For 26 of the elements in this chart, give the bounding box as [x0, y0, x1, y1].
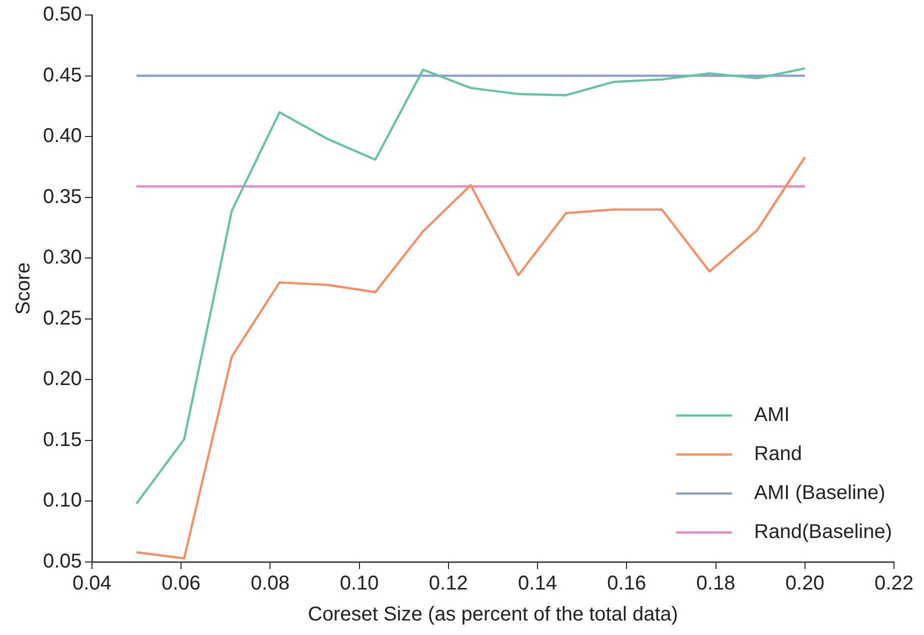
legend-label: AMI (Baseline) — [754, 482, 886, 504]
legend-label: Rand — [754, 443, 802, 466]
y-axis-title: Score — [12, 262, 35, 315]
legend-label: Rand(Baseline) — [754, 521, 892, 544]
x-tick-label: 0.04 — [72, 572, 112, 595]
y-tick-label: 0.30 — [42, 246, 82, 269]
x-tick-label: 0.08 — [250, 572, 290, 595]
x-tick-label: 0.14 — [518, 572, 557, 595]
x-tick-label: 0.12 — [428, 572, 468, 595]
y-tick-label: 0.05 — [42, 550, 82, 573]
x-tick-label: 0.16 — [607, 572, 646, 595]
y-tick-label: 0.40 — [42, 125, 82, 148]
y-tick-label: 0.50 — [42, 4, 82, 26]
x-axis-title: Coreset Size (as percent of the total data) — [308, 604, 678, 626]
x-tick-label: 0.18 — [696, 572, 736, 595]
y-tick-label: 0.20 — [42, 368, 82, 390]
x-tick-label: 0.10 — [340, 572, 379, 595]
y-tick-label: 0.35 — [42, 186, 82, 208]
y-tick-label: 0.25 — [42, 307, 82, 330]
x-tick-label: 0.06 — [162, 572, 201, 595]
y-tick-label: 0.10 — [42, 490, 82, 512]
y-tick-label: 0.15 — [42, 428, 82, 451]
legend-label: AMI — [754, 404, 790, 426]
x-tick-label: 0.22 — [874, 572, 914, 595]
x-tick-label: 0.20 — [785, 572, 824, 595]
y-tick-label: 0.45 — [42, 64, 82, 86]
